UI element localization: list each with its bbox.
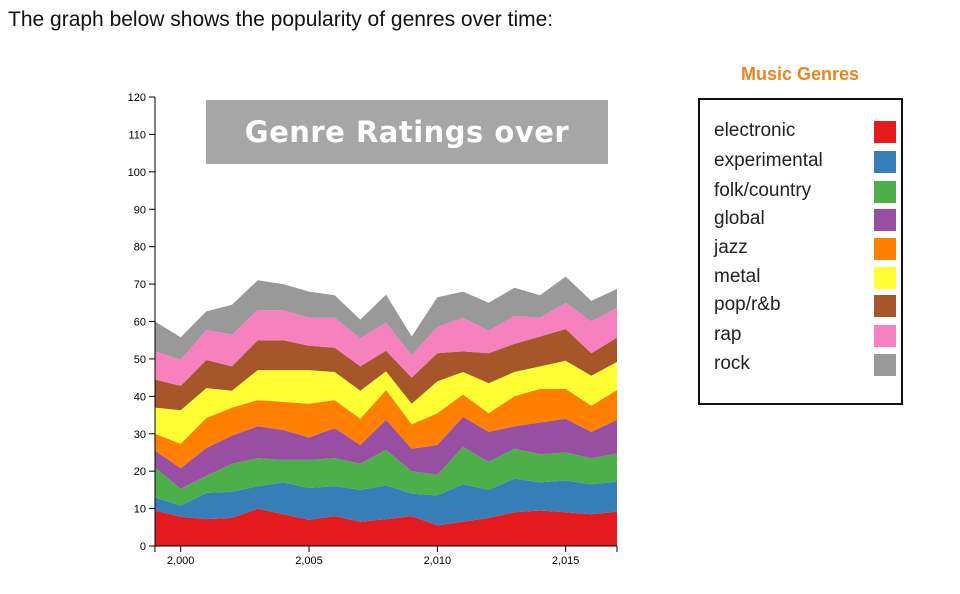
x-tick-label: 2,000	[167, 555, 195, 567]
y-tick-label: 30	[134, 429, 146, 441]
legend: electronic experimental folk/country global…	[698, 98, 903, 405]
legend-label: rock	[714, 353, 750, 374]
legend-label: rap	[714, 324, 742, 345]
area-pop-r-b	[155, 329, 617, 411]
chart-title: Genre Ratings over time	[244, 115, 570, 213]
legend-swatch	[874, 325, 896, 347]
legend-label: experimental	[714, 150, 823, 171]
legend-item-rap: rap	[714, 323, 896, 347]
legend-item-electronic: electronic	[714, 119, 896, 143]
legend-item-jazz: jazz	[714, 236, 896, 260]
y-tick-label: 120	[128, 92, 146, 104]
x-tick-label: 2,010	[424, 555, 452, 567]
y-tick-label: 0	[140, 541, 146, 553]
area-metal	[155, 360, 617, 444]
area-electronic	[155, 508, 617, 546]
legend-label: electronic	[714, 120, 796, 141]
area-experimental	[155, 478, 617, 526]
area-rap	[155, 302, 617, 386]
legend-label: pop/r&b	[714, 294, 781, 315]
legend-swatch	[874, 151, 896, 173]
legend-item-pop-r-b: pop/r&b	[714, 293, 896, 317]
legend-swatch	[874, 121, 896, 143]
y-tick-label: 10	[134, 504, 146, 516]
legend-item-global: global	[714, 207, 896, 231]
legend-swatch	[874, 181, 896, 203]
area-rock	[155, 276, 617, 360]
legend-label: jazz	[714, 237, 748, 258]
legend-item-rock: rock	[714, 352, 896, 376]
y-tick-label: 90	[134, 204, 146, 216]
legend-swatch	[874, 209, 896, 231]
area-folk-country	[155, 446, 617, 506]
y-tick-label: 40	[134, 391, 146, 403]
x-tick-label: 2,015	[552, 555, 580, 567]
y-tick-label: 20	[134, 466, 146, 478]
y-tick-label: 70	[134, 279, 146, 291]
y-tick-label: 50	[134, 354, 146, 366]
y-tick-label: 60	[134, 317, 146, 329]
legend-label: folk/country	[714, 180, 812, 201]
y-tick-label: 100	[128, 167, 146, 179]
area-jazz	[155, 388, 617, 469]
area-global	[155, 416, 617, 489]
legend-item-metal: metal	[714, 265, 896, 289]
y-tick-label: 110	[128, 129, 146, 141]
legend-label: metal	[714, 266, 761, 287]
legend-label: global	[714, 208, 765, 229]
legend-title: Music Genres	[740, 64, 860, 84]
legend-swatch	[874, 354, 896, 376]
x-tick-label: 2,005	[295, 555, 323, 567]
legend-swatch	[874, 238, 896, 260]
legend-item-experimental: experimental	[714, 149, 896, 173]
legend-swatch	[874, 295, 896, 317]
chart-title-box: Genre Ratings over time	[206, 100, 608, 213]
legend-swatch	[874, 267, 896, 289]
y-tick-label: 80	[134, 242, 146, 254]
page-heading: The graph below shows the popularity of …	[8, 8, 554, 31]
legend-item-folk-country: folk/country	[714, 179, 896, 203]
